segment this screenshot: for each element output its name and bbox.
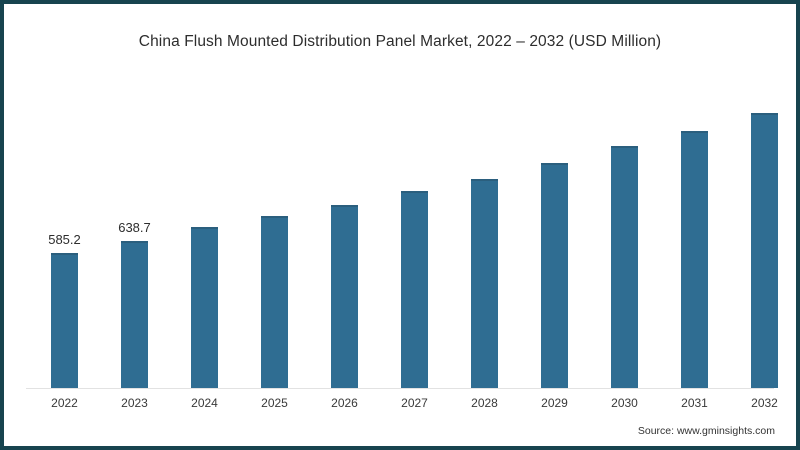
bar-value-label-2023: 638.7	[118, 220, 151, 235]
x-tick-2024: 2024	[191, 396, 218, 410]
x-tick-2031: 2031	[681, 396, 708, 410]
bar-cap	[681, 131, 708, 133]
x-tick-2028: 2028	[471, 396, 498, 410]
x-tick-2027: 2027	[401, 396, 428, 410]
x-tick-2030: 2030	[611, 396, 638, 410]
bar-cap	[261, 216, 288, 218]
bar-2032[interactable]	[751, 113, 778, 388]
bar-cap	[611, 146, 638, 148]
bar-2023[interactable]	[121, 241, 148, 388]
bar-2024[interactable]	[191, 227, 218, 388]
x-tick-2023: 2023	[121, 396, 148, 410]
source-attribution: Source: www.gminsights.com	[637, 425, 775, 437]
bar-cap	[401, 191, 428, 193]
bar-cap	[51, 253, 78, 255]
bar-2030[interactable]	[611, 146, 638, 388]
bar-2031[interactable]	[681, 131, 708, 388]
bar-cap	[121, 241, 148, 243]
chart-title: China Flush Mounted Distribution Panel M…	[138, 33, 662, 50]
bar-cap	[331, 205, 358, 207]
bar-cap	[471, 179, 498, 181]
bar-cap	[541, 163, 568, 165]
bar-cap	[751, 113, 778, 115]
bar-value-label-2022: 585.2	[48, 232, 81, 247]
x-tick-2032: 2032	[751, 396, 778, 410]
bar-2025[interactable]	[261, 216, 288, 388]
x-tick-2022: 2022	[51, 396, 78, 410]
bar-2027[interactable]	[401, 191, 428, 388]
x-tick-2025: 2025	[261, 396, 288, 410]
bar-cap	[191, 227, 218, 229]
bar-2029[interactable]	[541, 163, 568, 388]
bar-2028[interactable]	[471, 179, 498, 388]
x-tick-2029: 2029	[541, 396, 568, 410]
x-axis-line	[26, 388, 774, 389]
x-tick-2026: 2026	[331, 396, 358, 410]
bar-2026[interactable]	[331, 205, 358, 388]
bar-2022[interactable]	[51, 253, 78, 388]
